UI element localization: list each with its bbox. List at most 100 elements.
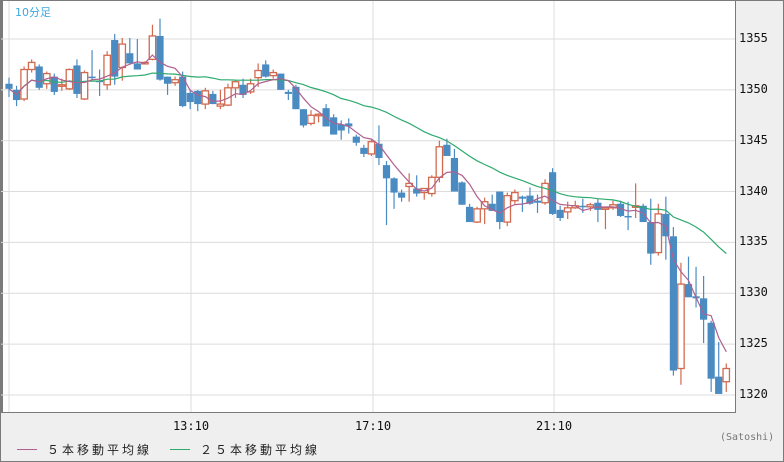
candle-down — [398, 192, 406, 198]
candle-up — [503, 194, 512, 223]
y-tick-label: 1340 — [739, 183, 768, 198]
candle-down — [526, 195, 534, 204]
candle-up — [601, 207, 610, 210]
candle-down — [262, 64, 270, 77]
candle-down — [496, 191, 504, 223]
candle-down — [360, 147, 368, 154]
candle-down — [352, 136, 360, 143]
y-tick-label: 1350 — [739, 81, 768, 96]
candle-down — [50, 76, 58, 92]
candle-down — [579, 205, 587, 208]
legend: ５本移動平均線 ２５本移動平均線 — [17, 441, 338, 458]
candle-down — [284, 91, 292, 94]
ma5-line — [8, 54, 727, 353]
candle-down — [616, 203, 625, 216]
candle-down — [35, 66, 43, 88]
candle-up — [65, 68, 74, 90]
candle-down — [669, 236, 677, 371]
candle-up — [148, 35, 157, 60]
candle-up — [201, 90, 210, 105]
candle-down — [73, 65, 81, 94]
candle-up — [58, 84, 66, 87]
candle-down — [715, 376, 723, 394]
candle-down — [179, 76, 187, 107]
legend-item-ma5: ５本移動平均線 — [17, 441, 152, 458]
candle-down — [556, 209, 564, 218]
candle-down — [337, 124, 345, 131]
ma25-swatch-icon — [170, 449, 191, 450]
candle-down — [277, 73, 285, 90]
candle-down — [133, 63, 141, 70]
candle-down — [5, 83, 13, 89]
y-tick-label: 1335 — [739, 234, 768, 249]
unit-label: (Satoshi) — [720, 432, 775, 443]
candle-up — [216, 103, 225, 107]
legend-label-ma25: ２５本移動平均線 — [200, 443, 321, 457]
candle-down — [390, 178, 398, 193]
candle-up — [435, 146, 444, 178]
chart-title: 10分足 — [15, 6, 51, 19]
candle-down — [209, 93, 217, 105]
candle-down — [662, 213, 670, 237]
candle-up — [231, 81, 240, 89]
plot-left-border — [1, 1, 3, 413]
candle-down — [684, 284, 693, 298]
ma5-swatch-icon — [17, 449, 37, 450]
candle-down — [549, 172, 557, 214]
candle-up — [654, 213, 663, 254]
candle-up — [314, 113, 323, 117]
candle-down — [488, 203, 496, 211]
legend-label-ma5: ５本移動平均線 — [47, 443, 153, 457]
candle-down — [465, 206, 474, 223]
candle-down — [88, 76, 96, 79]
candle-up — [80, 71, 89, 100]
candle-up — [367, 141, 376, 155]
candle-down — [594, 202, 602, 210]
candle-down — [375, 143, 383, 158]
candle-down — [700, 298, 708, 320]
candle-up — [586, 204, 595, 208]
x-tick-label: 17:10 — [354, 419, 392, 433]
candle-down — [186, 92, 194, 103]
candle-down — [647, 222, 655, 254]
y-tick-label: 1355 — [739, 31, 768, 45]
plot-area: 10分足 — [1, 1, 736, 413]
candle-down — [299, 109, 308, 126]
candle-down — [413, 188, 421, 194]
candle-up — [254, 69, 262, 79]
candle-up — [171, 79, 179, 84]
candle-up — [103, 54, 111, 86]
candle-down — [156, 35, 164, 80]
candle-up — [118, 43, 127, 69]
candle-up — [722, 367, 731, 383]
x-tick-label: 21:10 — [535, 419, 573, 433]
candlestick-chart — [1, 1, 735, 412]
candle-up — [473, 208, 481, 223]
candle-up — [563, 207, 572, 213]
candle-up — [427, 176, 436, 195]
candle-down — [194, 90, 202, 105]
candle-down — [382, 165, 391, 179]
candle-down — [443, 144, 451, 156]
y-tick-label: 1330 — [739, 285, 768, 300]
y-tick-label: 1320 — [739, 386, 768, 401]
candle-down — [239, 84, 247, 95]
candle-up — [307, 114, 315, 125]
candle-down — [518, 196, 526, 199]
candle-up — [27, 61, 36, 71]
ma25-line — [8, 72, 727, 254]
candle-down — [345, 123, 353, 127]
candle-up — [269, 71, 278, 77]
candle-down — [163, 76, 172, 84]
candle-down — [458, 182, 466, 205]
candle-down — [111, 40, 119, 77]
y-tick-label: 1345 — [739, 132, 768, 147]
candle-down — [533, 200, 542, 203]
y-tick-label: 1325 — [739, 336, 768, 351]
candle-up — [510, 191, 519, 202]
candle-down — [450, 157, 459, 192]
candle-down — [330, 117, 338, 135]
legend-item-ma25: ２５本移動平均線 — [170, 441, 320, 458]
candle-down — [292, 86, 300, 110]
